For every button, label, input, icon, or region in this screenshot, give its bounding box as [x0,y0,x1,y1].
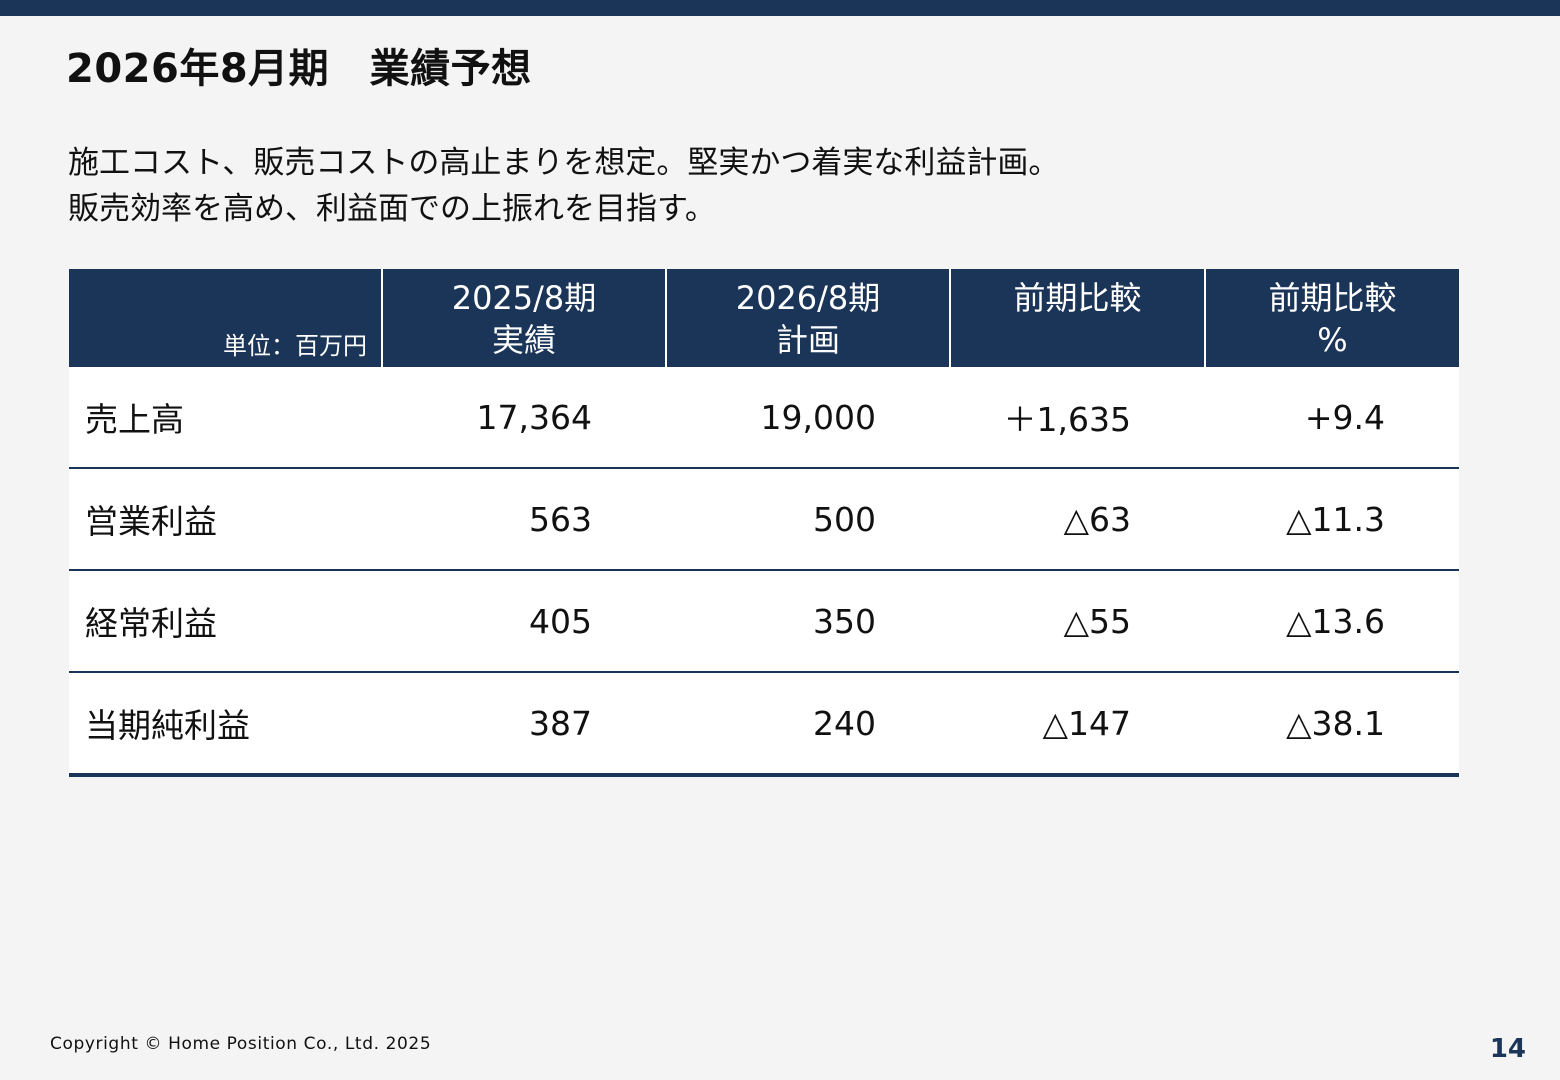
header-fy2025-actual: 2025/8期 実績 [381,269,665,367]
copyright-notice: Copyright © Home Position Co., Ltd. 2025 [50,1034,432,1054]
header-text: 前期比較 [1268,279,1397,317]
header-text: % [1317,321,1348,359]
forecast-table: 単位：百万円 2025/8期 実績 2026/8期 計画 前期比較 前期比較 %… [69,269,1459,777]
unit-label: 単位：百万円 [223,332,367,360]
table-row: 経常利益 405 350 △55 △13.6 [69,571,1459,673]
header-yoy-change: 前期比較 [949,269,1204,367]
lead-line-2: 販売効率を高め、利益面での上振れを目指す。 [68,191,716,227]
table-header: 単位：百万円 2025/8期 実績 2026/8期 計画 前期比較 前期比較 % [69,269,1459,367]
value-yoy-percent: +9.4 [1304,397,1385,437]
value-fy2025: 405 [529,601,592,641]
value-fy2026: 19,000 [760,397,876,437]
row-label: 当期純利益 [85,706,250,745]
value-fy2025: 563 [529,499,592,539]
row-label: 営業利益 [85,502,217,541]
value-yoy-percent: △11.3 [1286,499,1385,539]
page-number: 14 [1489,1034,1526,1064]
table-row: 当期純利益 387 240 △147 △38.1 [69,673,1459,777]
value-fy2025: 387 [529,703,592,743]
value-yoy-change: △55 [1063,601,1131,641]
header-fy2026-plan: 2026/8期 計画 [665,269,949,367]
value-yoy-change: △147 [1042,703,1131,743]
value-fy2026: 350 [813,601,876,641]
table-row: 営業利益 563 500 △63 △11.3 [69,469,1459,571]
lead-line-1: 施工コスト、販売コストの高止まりを想定。堅実かつ着実な利益計画。 [68,145,1060,181]
value-yoy-change: △63 [1063,499,1131,539]
value-yoy-change: ＋1,635 [1003,400,1131,439]
row-label: 売上高 [85,400,184,439]
header-text: 計画 [775,321,840,359]
header-text: 2025/8期 [451,279,597,317]
value-fy2026: 240 [813,703,876,743]
header-text: 前期比較 [1013,279,1142,317]
value-fy2025: 17,364 [476,397,592,437]
value-yoy-percent: △13.6 [1286,601,1385,641]
header-yoy-percent: 前期比較 % [1204,269,1459,367]
page-title: 2026年8月期 業績予想 [66,46,532,92]
value-fy2026: 500 [813,499,876,539]
row-label: 経常利益 [85,604,217,643]
header-text: 実績 [491,321,556,359]
lead-text: 施工コスト、販売コストの高止まりを想定。堅実かつ着実な利益計画。 販売効率を高め… [68,140,1059,232]
header-text: 2026/8期 [735,279,881,317]
value-yoy-percent: △38.1 [1286,703,1385,743]
table-row: 売上高 17,364 19,000 ＋1,635 +9.4 [69,367,1459,469]
top-accent-bar [0,0,1560,16]
